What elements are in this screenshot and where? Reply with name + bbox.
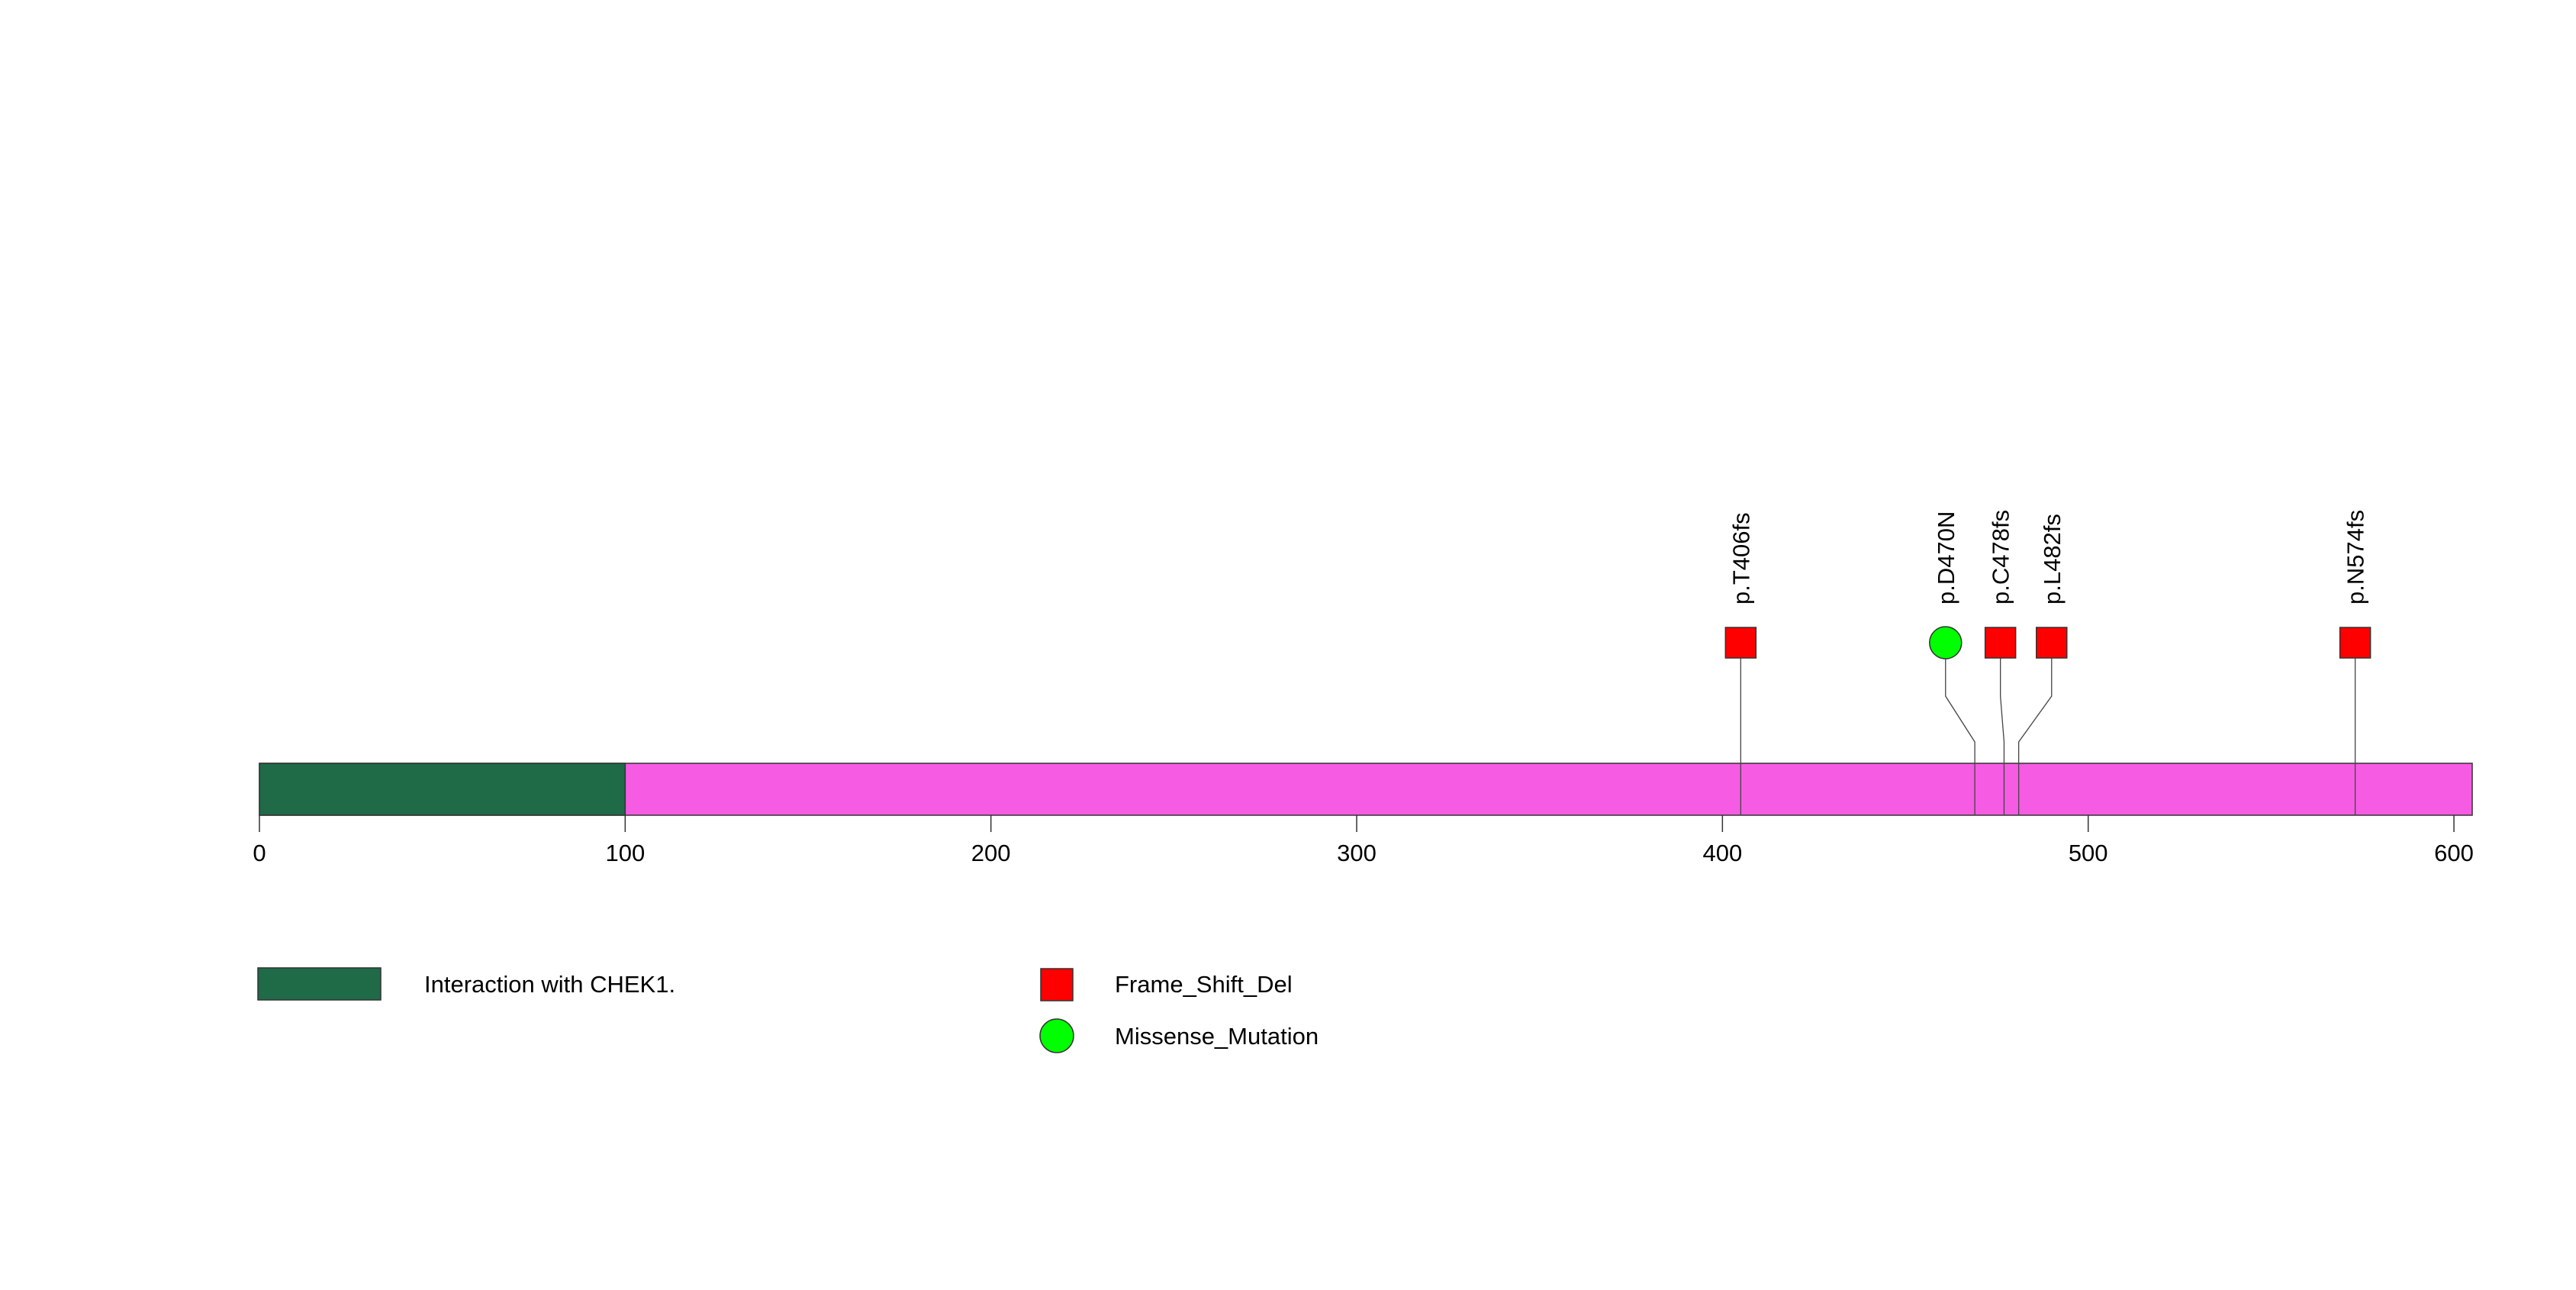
legend-missense-mutation-label: Missense_Mutation bbox=[1115, 1023, 1319, 1050]
mutation-label: p.N574fs bbox=[2343, 510, 2369, 605]
legend-missense-mutation-circle bbox=[1039, 1018, 1074, 1053]
axis-tick-label: 200 bbox=[971, 840, 1011, 866]
mutation-stems bbox=[1740, 643, 2356, 815]
axis-tick-label: 500 bbox=[2069, 840, 2108, 866]
axis-tick-label: 0 bbox=[253, 840, 266, 866]
protein-backbone bbox=[259, 763, 2473, 816]
axis-tick-label: 400 bbox=[1702, 840, 1742, 866]
frame-shift-del-marker bbox=[2339, 627, 2372, 659]
missense-mutation-marker bbox=[1929, 626, 1963, 660]
legend-domain-swatch bbox=[257, 967, 382, 1001]
mutation-stem bbox=[1945, 643, 1975, 815]
mutation-label: p.L482fs bbox=[2039, 514, 2066, 605]
mutation-stem bbox=[2017, 643, 2053, 815]
frame-shift-del-marker bbox=[1724, 627, 1757, 659]
legend: Interaction with CHEK1. Frame_Shift_Del … bbox=[257, 967, 1319, 1053]
domains-layer bbox=[259, 763, 626, 816]
frame-shift-del-marker bbox=[1984, 627, 2017, 659]
legend-frame-shift-del-label: Frame_Shift_Del bbox=[1115, 971, 1293, 998]
legend-frame-shift-del-square bbox=[1040, 968, 1074, 1001]
mutation-label: p.T406fs bbox=[1728, 512, 1754, 605]
mutation-labels: p.T406fs p.D470N p.C478fs p.L482fs p.N574fs bbox=[1728, 510, 2368, 605]
mutation-markers bbox=[1724, 626, 2372, 660]
axis-tick-label: 100 bbox=[605, 840, 645, 866]
mutation-label: p.D470N bbox=[1933, 511, 1959, 605]
axis-tick-label: 300 bbox=[1337, 840, 1377, 866]
domain-interaction-with-chek1 bbox=[259, 763, 626, 816]
mutation-stem bbox=[2000, 643, 2005, 815]
legend-domain-label: Interaction with CHEK1. bbox=[424, 971, 675, 998]
x-axis: 0 100 200 300 400 500 600 bbox=[253, 815, 2474, 866]
axis-tick-label: 600 bbox=[2434, 840, 2474, 866]
frame-shift-del-marker bbox=[2036, 627, 2068, 659]
mutation-label: p.C478fs bbox=[1988, 510, 2014, 605]
